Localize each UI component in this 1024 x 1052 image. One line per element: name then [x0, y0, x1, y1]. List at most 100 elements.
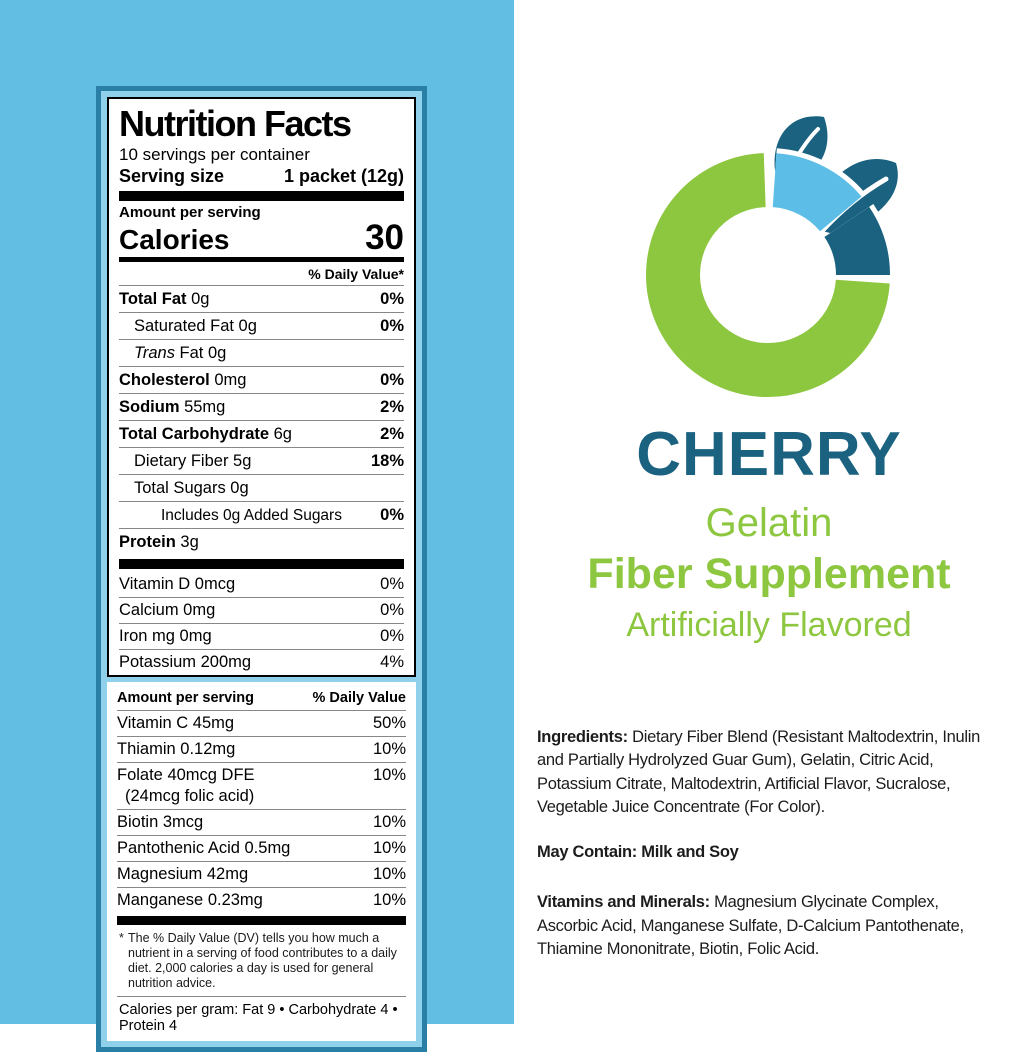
nutrient-name-bold: Cholesterol [119, 370, 210, 389]
nutrient-name: Protein 3g [119, 533, 199, 552]
ingredients-text: Dietary Fiber Blend (Resistant Maltodext… [537, 728, 980, 817]
nutrient-row-total-carbohydrate: Total Carbohydrate 6g 2% [119, 420, 404, 447]
vitamin-row-main: Biotin 3mcg 10% [117, 813, 406, 832]
logo-ring-lightblue-segment [771, 153, 862, 233]
nutrient-name: Magnesium 42mg [117, 865, 249, 884]
calories-per-gram-line: Calories per gram: Fat 9 • Carbohydrate … [117, 996, 406, 1035]
nutrient-dv: 10% [372, 740, 406, 759]
section-divider-bar [119, 257, 404, 263]
nutrient-name: Cholesterol 0mg [119, 371, 246, 390]
nutrient-dv: 50% [372, 714, 406, 733]
nutrient-row-trans-fat: Trans Fat 0g [119, 339, 404, 366]
nutrient-name-bold: Sodium [119, 397, 180, 416]
ingredients-block: Ingredients: Dietary Fiber Blend (Resist… [537, 726, 987, 961]
micronutrient-row-potassium: Potassium 200mg 4% [119, 649, 404, 675]
nutrient-name-rest: Total Sugars 0g [134, 478, 249, 497]
vitamin-row-vitamin-c: Vitamin C 45mg 50% [117, 711, 406, 736]
footnote-asterisk: * [119, 931, 124, 946]
product-type: Gelatin [705, 501, 833, 545]
nutrient-name: Potassium 200mg [119, 653, 252, 672]
nutrient-row-dietary-fiber: Dietary Fiber 5g 18% [119, 447, 404, 474]
nutrition-facts-frame: Nutrition Facts 10 servings per containe… [96, 86, 427, 1052]
calories-row: Calories 30 [119, 217, 404, 257]
nutrient-name-rest: 0g [186, 289, 210, 308]
flavor-note: Artificially Flavored [626, 606, 912, 644]
nutrient-dv: 0% [380, 370, 404, 389]
nutrient-name-rest: Includes 0g Added Sugars [161, 506, 342, 524]
nutrient-row-protein: Protein 3g [119, 528, 404, 555]
nutrient-name: Folate 40mcg DFE [117, 766, 255, 785]
nutrient-name: Pantothenic Acid 0.5mg [117, 839, 291, 858]
nutrient-dv: 10% [372, 839, 406, 858]
vitamins-panel: Amount per serving % Daily Value Vitamin… [107, 682, 416, 1042]
nutrient-name-italic: Trans [134, 343, 175, 362]
logo-ring-green-segment [646, 153, 890, 397]
footnote-text: The % Daily Value (DV) tells you how muc… [128, 931, 397, 991]
serving-size-value: 1 packet (12g) [283, 165, 404, 186]
nutrient-dv: 10% [372, 891, 406, 910]
folate-folic-acid-note: (24mcg folic acid) [125, 787, 255, 806]
nutrient-dv: 0% [380, 289, 404, 308]
nutrient-name-rest: 55mg [179, 397, 226, 416]
vitamin-row-main: Pantothenic Acid 0.5mg 10% [117, 839, 406, 858]
daily-value-header: % Daily Value* [308, 266, 404, 283]
vitamins-minerals-text: Magnesium Glycinate Complex, Ascorbic Ac… [537, 893, 964, 958]
nutrient-name: Iron mg 0mg [119, 627, 212, 646]
servings-per-container: 10 servings per container [119, 144, 310, 164]
brand-block: CHERRY Gelatin Fiber Supplement Artifici… [514, 420, 1024, 644]
section-divider-bar [119, 559, 404, 570]
nutrition-facts-panel: Nutrition Facts 10 servings per containe… [107, 97, 416, 678]
ingredients-paragraph: Ingredients: Dietary Fiber Blend (Resist… [537, 726, 987, 820]
nutrient-name-rest: 0mg [209, 370, 247, 389]
vitamins-minerals-paragraph: Vitamins and Minerals: Magnesium Glycina… [537, 891, 987, 961]
nutrient-dv: 0% [380, 505, 404, 524]
calories-value: 30 [365, 217, 404, 257]
nutrient-name: Sodium 55mg [119, 398, 225, 417]
amount-per-serving-label: Amount per serving [117, 690, 254, 707]
nutrient-name: Biotin 3mcg [117, 813, 204, 832]
vitamins-minerals-label: Vitamins and Minerals: [537, 893, 710, 912]
nutrient-name: Manganese 0.23mg [117, 891, 263, 910]
nutrient-dv: 10% [372, 865, 406, 884]
nutrient-row-cholesterol: Cholesterol 0mg 0% [119, 366, 404, 393]
nutrient-name-rest: 3g [175, 532, 199, 551]
micronutrient-row-calcium: Calcium 0mg 0% [119, 597, 404, 623]
product-name: Fiber Supplement [587, 550, 951, 598]
daily-value-footnote: * The % Daily Value (DV) tells you how m… [117, 930, 406, 996]
vitamin-row-main: Magnesium 42mg 10% [117, 865, 406, 884]
serving-size-row: Serving size 1 packet (12g) [119, 166, 404, 187]
nutrient-name-rest: 6g [269, 424, 292, 443]
vitamin-row-main: Vitamin C 45mg 50% [117, 714, 406, 733]
vitamin-row-magnesium: Magnesium 42mg 10% [117, 861, 406, 887]
nutrient-name: Vitamin D 0mcg [119, 575, 236, 594]
vitamin-row-main: Folate 40mcg DFE 10% [117, 766, 406, 785]
nutrient-name-bold: Protein [119, 532, 176, 551]
nutrient-name: Calcium 0mg [119, 601, 216, 620]
vitamin-row-folate: Folate 40mcg DFE 10% (24mcg folic acid) [117, 762, 406, 809]
ingredients-label: Ingredients: [537, 728, 628, 746]
nutrient-dv: 2% [380, 424, 404, 443]
nutrient-dv: 4% [380, 653, 404, 672]
nutrient-name: Total Fat 0g [119, 290, 209, 309]
nutrient-dv: 0% [380, 627, 404, 646]
nutrient-row-saturated-fat: Saturated Fat 0g 0% [119, 312, 404, 339]
vitamin-row-main: Manganese 0.23mg 10% [117, 891, 406, 910]
nutrient-dv: 18% [370, 451, 404, 470]
vitamin-row-main: Thiamin 0.12mg 10% [117, 740, 406, 759]
fruit-ring-logo [646, 116, 898, 397]
nutrient-name-bold: Total Fat [119, 289, 187, 308]
nutrient-name-rest: Fat 0g [174, 343, 227, 362]
nutrient-name: Thiamin 0.12mg [117, 740, 236, 759]
nutrient-name: Vitamin C 45mg [117, 714, 235, 733]
nutrient-name: Total Carbohydrate 6g [119, 425, 292, 444]
nutrition-facts-title: Nutrition Facts [119, 103, 352, 144]
nutrient-dv: 10% [372, 766, 406, 785]
nutrient-name: Saturated Fat 0g [119, 317, 257, 336]
calories-label: Calories [119, 223, 230, 255]
nutrient-name: Total Sugars 0g [119, 479, 249, 498]
flavor-title: CHERRY [636, 420, 902, 489]
nutrient-name: Trans Fat 0g [119, 344, 226, 363]
section-divider-bar [117, 916, 406, 926]
vitamins-panel-header: Amount per serving % Daily Value [117, 688, 406, 712]
vitamin-row-pantothenic-acid: Pantothenic Acid 0.5mg 10% [117, 835, 406, 861]
